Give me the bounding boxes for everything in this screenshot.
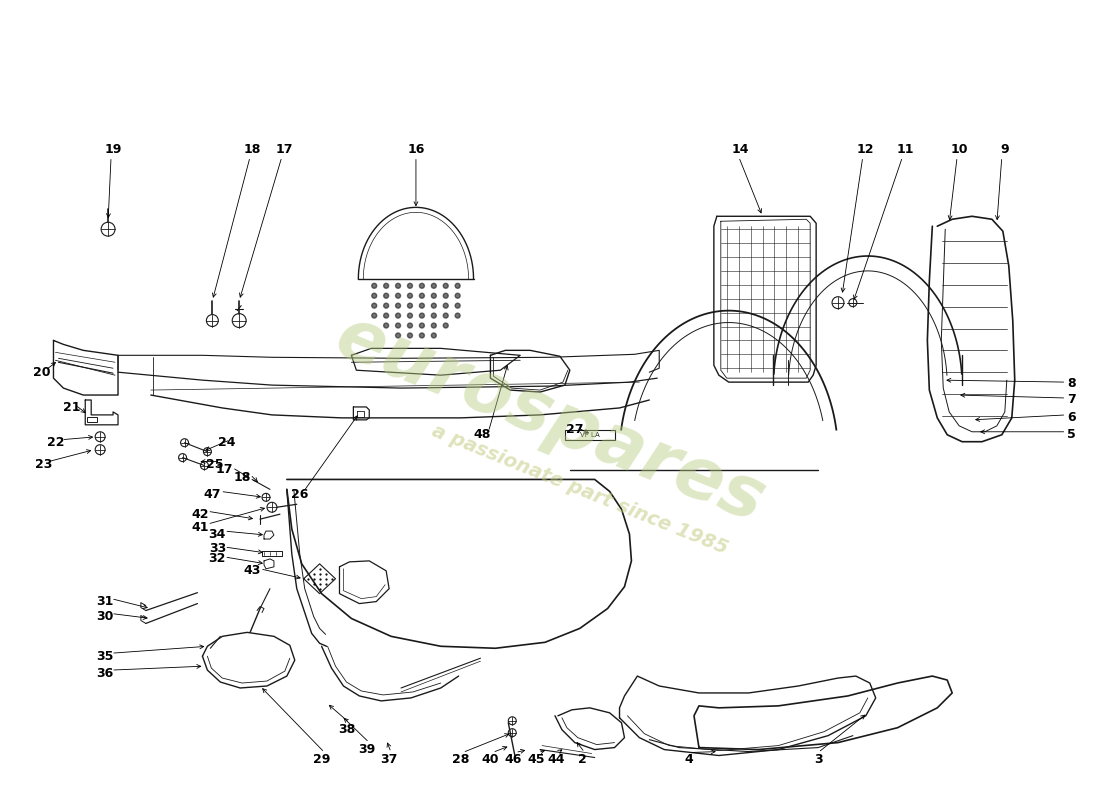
- Text: 48: 48: [474, 428, 492, 442]
- Circle shape: [407, 313, 412, 318]
- Circle shape: [419, 323, 425, 328]
- Circle shape: [431, 323, 437, 328]
- Bar: [87, 417, 97, 422]
- Circle shape: [407, 283, 412, 288]
- Circle shape: [407, 333, 412, 338]
- Text: 17: 17: [275, 143, 293, 156]
- Circle shape: [419, 303, 425, 308]
- Circle shape: [407, 303, 412, 308]
- Text: 40: 40: [482, 753, 499, 766]
- Circle shape: [431, 303, 437, 308]
- Circle shape: [396, 313, 400, 318]
- Circle shape: [443, 283, 448, 288]
- Circle shape: [384, 313, 388, 318]
- Circle shape: [384, 303, 388, 308]
- Circle shape: [419, 313, 425, 318]
- Text: 17: 17: [216, 463, 233, 476]
- Text: 18: 18: [243, 143, 261, 156]
- Circle shape: [431, 283, 437, 288]
- Text: 28: 28: [452, 753, 470, 766]
- Circle shape: [431, 294, 437, 298]
- Text: 3: 3: [814, 753, 823, 766]
- Text: 14: 14: [732, 143, 749, 156]
- Text: 9: 9: [1001, 143, 1009, 156]
- Circle shape: [372, 283, 376, 288]
- Text: 37: 37: [381, 753, 398, 766]
- Text: 42: 42: [191, 508, 209, 521]
- Circle shape: [396, 294, 400, 298]
- Text: 33: 33: [209, 542, 226, 555]
- Text: 11: 11: [896, 143, 914, 156]
- Text: 29: 29: [312, 753, 330, 766]
- Text: 10: 10: [950, 143, 968, 156]
- Text: 44: 44: [547, 753, 564, 766]
- Text: 24: 24: [218, 436, 235, 450]
- Circle shape: [455, 283, 460, 288]
- Text: 8: 8: [1067, 377, 1076, 390]
- Text: 34: 34: [209, 527, 226, 541]
- Circle shape: [396, 303, 400, 308]
- Text: 26: 26: [292, 488, 308, 501]
- Text: 31: 31: [97, 595, 113, 608]
- Text: 27: 27: [566, 423, 584, 436]
- Text: 18: 18: [233, 471, 251, 484]
- Text: eurospares: eurospares: [326, 302, 774, 538]
- Circle shape: [419, 333, 425, 338]
- Circle shape: [396, 283, 400, 288]
- Circle shape: [455, 313, 460, 318]
- Circle shape: [419, 294, 425, 298]
- Text: 23: 23: [35, 458, 52, 471]
- Text: 46: 46: [505, 753, 521, 766]
- Text: 7: 7: [1067, 394, 1076, 406]
- Circle shape: [396, 333, 400, 338]
- Text: 38: 38: [338, 723, 355, 736]
- Text: VF LA: VF LA: [580, 432, 600, 438]
- Text: 30: 30: [97, 610, 113, 623]
- Circle shape: [455, 303, 460, 308]
- Circle shape: [384, 323, 388, 328]
- Text: 6: 6: [1067, 411, 1076, 424]
- Text: 19: 19: [104, 143, 122, 156]
- Text: a passionate part since 1985: a passionate part since 1985: [429, 421, 730, 558]
- Text: 21: 21: [63, 402, 80, 414]
- Text: 22: 22: [46, 436, 64, 450]
- Text: 2: 2: [579, 753, 587, 766]
- Circle shape: [372, 303, 376, 308]
- Text: 4: 4: [684, 753, 693, 766]
- Circle shape: [407, 294, 412, 298]
- Text: 35: 35: [97, 650, 113, 662]
- Circle shape: [372, 294, 376, 298]
- Text: 12: 12: [857, 143, 874, 156]
- Text: 20: 20: [33, 366, 51, 378]
- Circle shape: [443, 323, 448, 328]
- Text: 41: 41: [191, 521, 209, 534]
- Text: 39: 39: [359, 743, 376, 756]
- Circle shape: [431, 313, 437, 318]
- Circle shape: [455, 294, 460, 298]
- Text: 32: 32: [209, 552, 226, 566]
- Text: 36: 36: [97, 666, 113, 679]
- Text: 47: 47: [204, 488, 221, 501]
- Text: 45: 45: [527, 753, 544, 766]
- Circle shape: [443, 294, 448, 298]
- Text: 43: 43: [243, 564, 261, 578]
- Circle shape: [443, 303, 448, 308]
- Text: 16: 16: [407, 143, 425, 156]
- Text: 25: 25: [206, 458, 223, 471]
- Circle shape: [384, 283, 388, 288]
- Circle shape: [396, 323, 400, 328]
- Circle shape: [419, 283, 425, 288]
- Circle shape: [443, 313, 448, 318]
- Circle shape: [407, 323, 412, 328]
- Circle shape: [384, 294, 388, 298]
- Circle shape: [431, 333, 437, 338]
- Circle shape: [372, 313, 376, 318]
- Text: 5: 5: [1067, 428, 1076, 442]
